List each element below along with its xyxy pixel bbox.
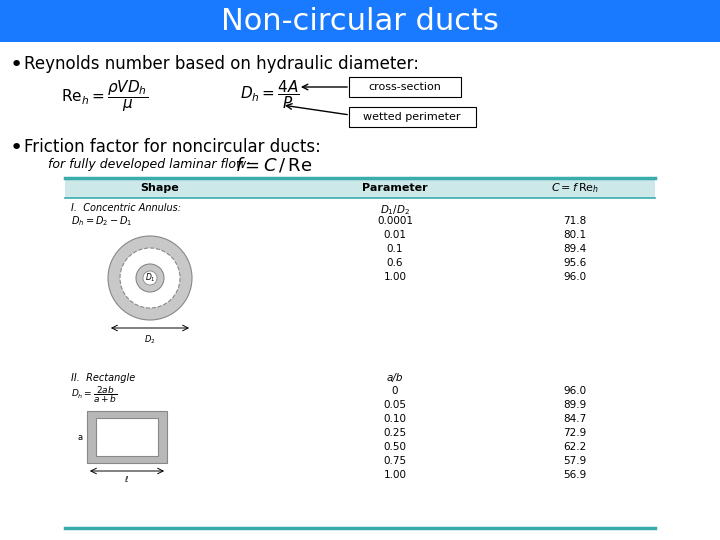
Text: 0.6: 0.6 bbox=[387, 258, 403, 268]
Text: a: a bbox=[78, 433, 83, 442]
Circle shape bbox=[143, 271, 157, 285]
Text: 96.0: 96.0 bbox=[564, 272, 587, 282]
Text: $D_h = \dfrac{4A}{P}$: $D_h = \dfrac{4A}{P}$ bbox=[240, 78, 300, 111]
Text: 0.1: 0.1 bbox=[387, 244, 403, 254]
FancyBboxPatch shape bbox=[96, 418, 158, 456]
FancyBboxPatch shape bbox=[349, 77, 461, 97]
Text: Shape: Shape bbox=[140, 183, 179, 193]
Text: 84.7: 84.7 bbox=[563, 414, 587, 424]
Text: 96.0: 96.0 bbox=[564, 386, 587, 396]
Text: 0.50: 0.50 bbox=[384, 442, 407, 452]
Text: $D_1/D_2$: $D_1/D_2$ bbox=[380, 203, 410, 217]
Text: $D_1$: $D_1$ bbox=[145, 272, 156, 284]
Text: a/b: a/b bbox=[387, 373, 403, 383]
Text: $C = f\,\mathrm{Re}_h$: $C = f\,\mathrm{Re}_h$ bbox=[551, 181, 599, 195]
Text: 71.8: 71.8 bbox=[563, 216, 587, 226]
Text: 72.9: 72.9 bbox=[563, 428, 587, 438]
Text: I.  Concentric Annulus:: I. Concentric Annulus: bbox=[71, 203, 181, 213]
FancyBboxPatch shape bbox=[349, 107, 476, 127]
FancyBboxPatch shape bbox=[0, 0, 720, 42]
Text: $D_2$: $D_2$ bbox=[144, 333, 156, 346]
Text: $D_h = \dfrac{2ab}{a+b}$: $D_h = \dfrac{2ab}{a+b}$ bbox=[71, 384, 117, 405]
FancyBboxPatch shape bbox=[65, 178, 655, 198]
Text: 1.00: 1.00 bbox=[384, 470, 407, 480]
Text: $D_h = D_2 - D_1$: $D_h = D_2 - D_1$ bbox=[71, 214, 132, 228]
Text: 95.6: 95.6 bbox=[563, 258, 587, 268]
Text: 0: 0 bbox=[392, 386, 398, 396]
Text: 1.00: 1.00 bbox=[384, 272, 407, 282]
Text: II.  Rectangle: II. Rectangle bbox=[71, 373, 135, 383]
Circle shape bbox=[136, 264, 164, 292]
Text: cross-section: cross-section bbox=[369, 82, 441, 92]
Text: 0.05: 0.05 bbox=[384, 400, 407, 410]
Text: Friction factor for noncircular ducts:: Friction factor for noncircular ducts: bbox=[24, 138, 321, 156]
Text: 0.10: 0.10 bbox=[384, 414, 407, 424]
Text: 0.75: 0.75 bbox=[384, 456, 407, 466]
Circle shape bbox=[120, 248, 180, 308]
Text: wetted perimeter: wetted perimeter bbox=[364, 112, 461, 122]
Text: Parameter: Parameter bbox=[362, 183, 428, 193]
Text: Non-circular ducts: Non-circular ducts bbox=[221, 6, 499, 36]
Text: $\ell$: $\ell$ bbox=[125, 474, 130, 484]
FancyBboxPatch shape bbox=[87, 411, 167, 463]
Text: 0.01: 0.01 bbox=[384, 230, 407, 240]
Text: •: • bbox=[10, 138, 23, 158]
Text: $\mathrm{Re}_h = \dfrac{\rho V D_h}{\mu}$: $\mathrm{Re}_h = \dfrac{\rho V D_h}{\mu}… bbox=[61, 78, 148, 114]
Text: 62.2: 62.2 bbox=[563, 442, 587, 452]
Text: 56.9: 56.9 bbox=[563, 470, 587, 480]
Text: 89.9: 89.9 bbox=[563, 400, 587, 410]
Text: 0.25: 0.25 bbox=[384, 428, 407, 438]
Text: 89.4: 89.4 bbox=[563, 244, 587, 254]
Text: b: b bbox=[125, 415, 130, 423]
Text: 57.9: 57.9 bbox=[563, 456, 587, 466]
Text: Reynolds number based on hydraulic diameter:: Reynolds number based on hydraulic diame… bbox=[24, 55, 419, 73]
Text: 80.1: 80.1 bbox=[564, 230, 587, 240]
Text: •: • bbox=[10, 55, 23, 75]
Text: $f = C\,/\,\mathrm{Re}$: $f = C\,/\,\mathrm{Re}$ bbox=[235, 156, 312, 175]
Text: 0.0001: 0.0001 bbox=[377, 216, 413, 226]
Circle shape bbox=[108, 236, 192, 320]
Text: for fully developed laminar flow:: for fully developed laminar flow: bbox=[48, 158, 251, 171]
